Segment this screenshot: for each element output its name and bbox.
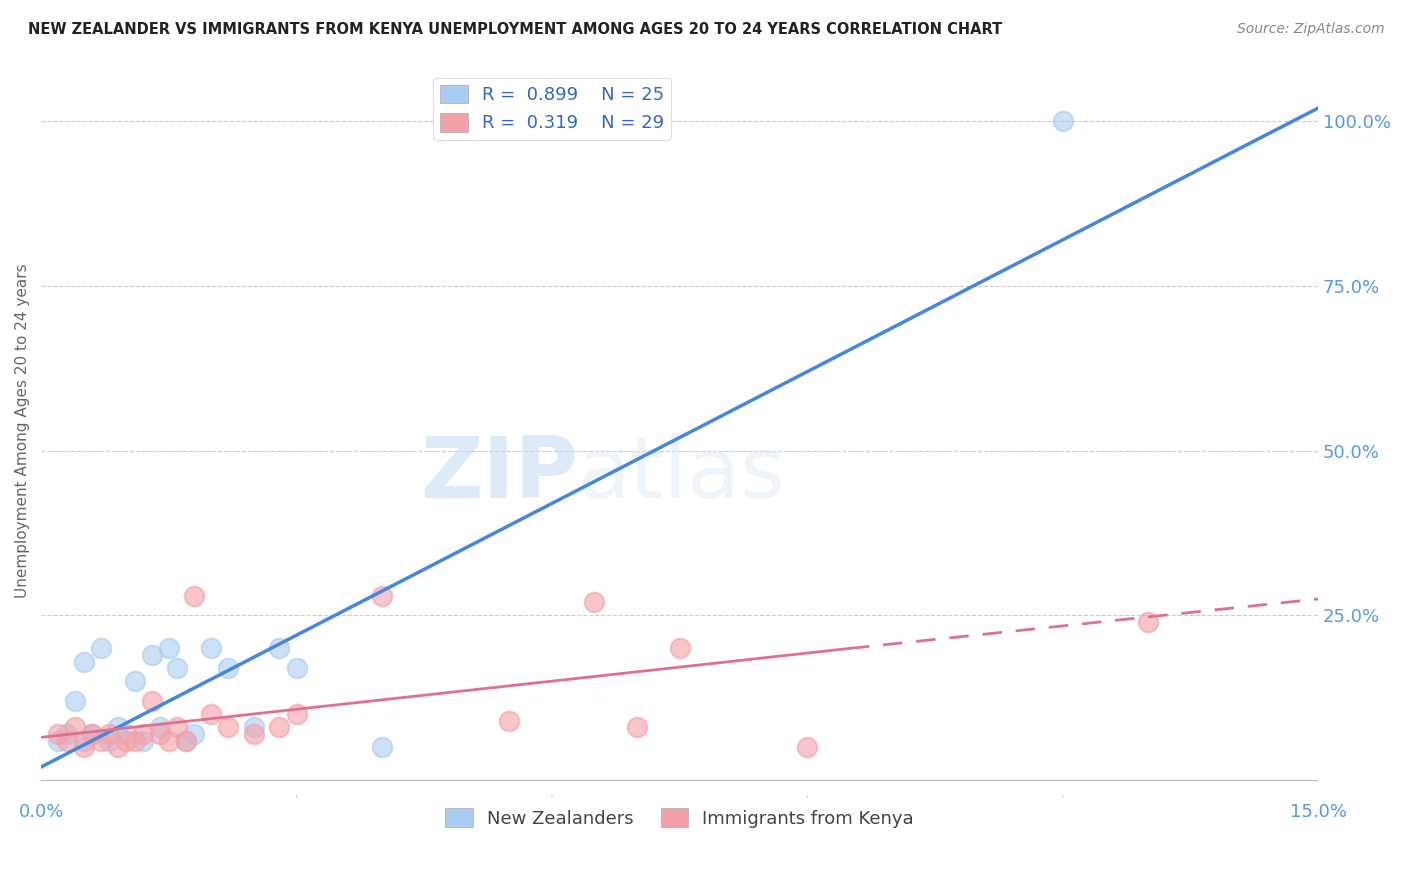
Point (668, 641, 690, 656)
Point (269, 721, 291, 735)
Point (141, 648, 163, 662)
Point (370, 589, 392, 603)
Point (115, 727, 138, 741)
Point (183, 727, 205, 741)
Point (82, 727, 104, 741)
Point (90, 641, 112, 656)
Point (166, 721, 188, 735)
Text: Source: ZipAtlas.com: Source: ZipAtlas.com (1237, 22, 1385, 37)
Point (200, 641, 222, 656)
Point (498, 714, 520, 728)
Point (370, 740, 392, 755)
Text: ZIP: ZIP (420, 433, 578, 516)
Point (217, 661, 239, 675)
Point (285, 707, 308, 722)
Point (583, 595, 606, 609)
Legend: New Zealanders, Immigrants from Kenya: New Zealanders, Immigrants from Kenya (439, 801, 921, 835)
Point (73, 655, 96, 669)
Point (73, 740, 96, 755)
Point (1136, 615, 1159, 629)
Point (63, 721, 86, 735)
Point (141, 694, 163, 708)
Point (243, 721, 266, 735)
Point (157, 641, 180, 656)
Point (55, 733, 77, 747)
Point (269, 641, 291, 656)
Point (73, 733, 96, 747)
Point (243, 727, 266, 741)
Point (115, 733, 138, 747)
Point (626, 721, 648, 735)
Point (1052, 114, 1074, 128)
Point (183, 589, 205, 603)
Point (157, 733, 180, 747)
Y-axis label: Unemployment Among Ages 20 to 24 years: Unemployment Among Ages 20 to 24 years (15, 264, 30, 599)
Point (46, 733, 69, 747)
Point (107, 740, 129, 755)
Point (796, 740, 818, 755)
Text: NEW ZEALANDER VS IMMIGRANTS FROM KENYA UNEMPLOYMENT AMONG AGES 20 TO 24 YEARS CO: NEW ZEALANDER VS IMMIGRANTS FROM KENYA U… (28, 22, 1002, 37)
Point (46, 727, 69, 741)
Point (107, 721, 129, 735)
Text: atlas: atlas (578, 433, 786, 516)
Point (149, 727, 172, 741)
Point (124, 733, 146, 747)
Point (174, 733, 197, 747)
Point (63, 694, 86, 708)
Point (98, 727, 121, 741)
Point (174, 733, 197, 747)
Point (132, 733, 155, 747)
Point (166, 661, 188, 675)
Point (55, 727, 77, 741)
Point (200, 707, 222, 722)
Point (285, 661, 308, 675)
Point (98, 733, 121, 747)
Point (132, 727, 155, 741)
Point (90, 733, 112, 747)
Point (217, 721, 239, 735)
Point (124, 674, 146, 689)
Point (82, 727, 104, 741)
Point (149, 721, 172, 735)
